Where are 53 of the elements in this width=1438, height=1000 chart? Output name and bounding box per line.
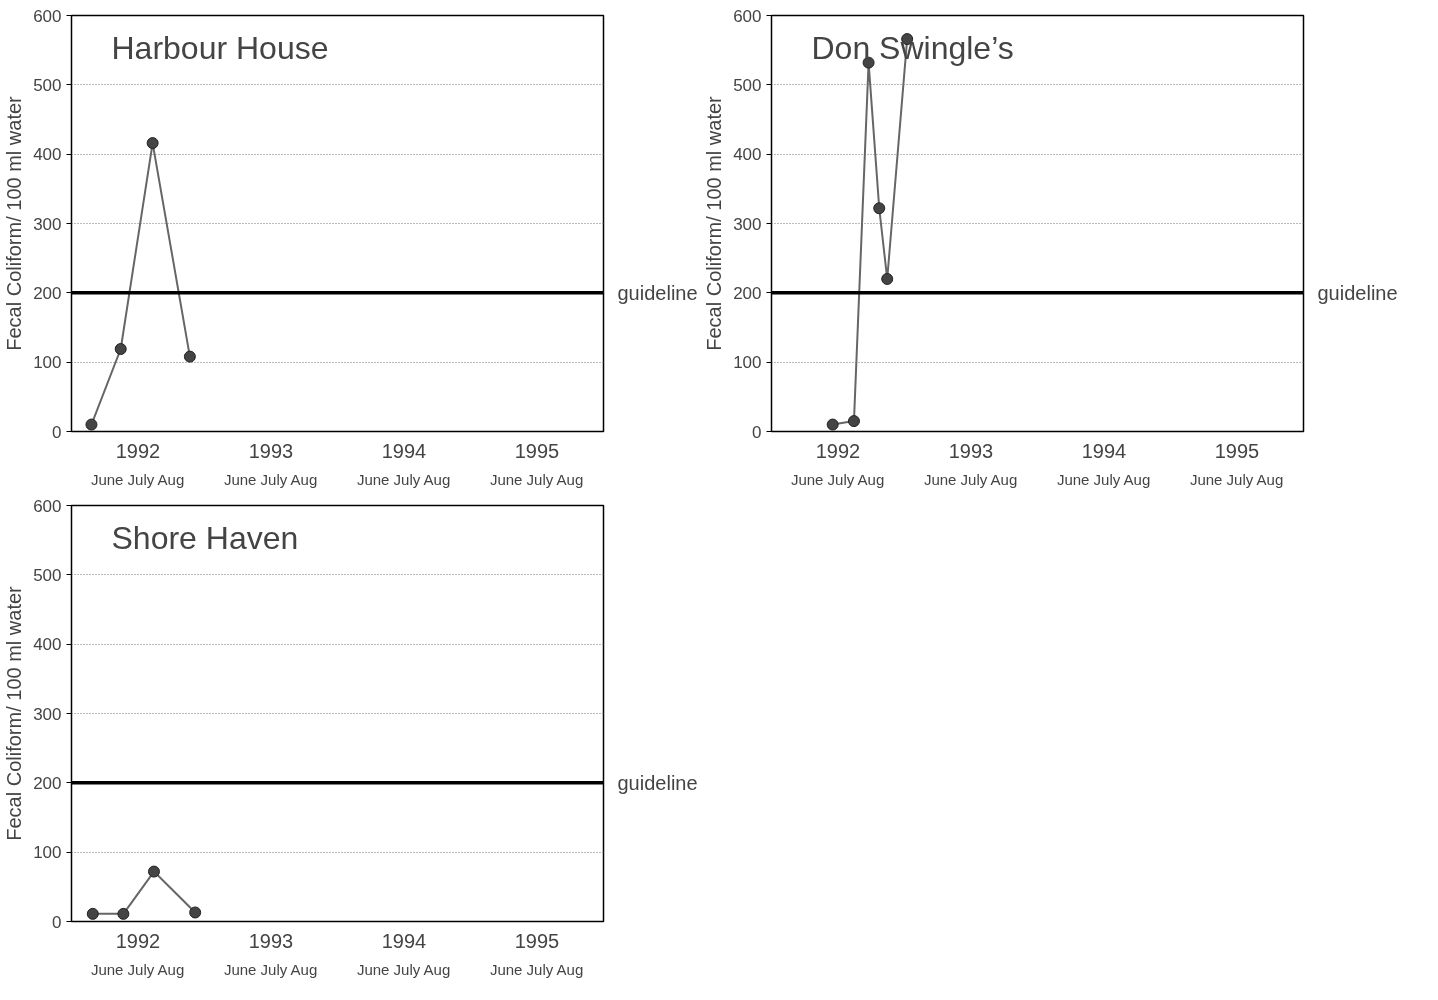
y-tick-label: 400 [33,635,62,655]
y-tick-label: 500 [33,565,62,585]
text: June July Aug [223,470,318,488]
y-tick-label: 100 [33,843,62,863]
y-tick-label: 600 [33,496,62,516]
text: Harbour House [111,29,329,66]
y-tick-label: 500 [733,75,762,95]
ref-line-label: guideline [1317,281,1398,304]
text: June July Aug [356,960,451,978]
y-tick-label: 600 [733,6,762,26]
text: June July Aug [356,470,451,488]
ref-line-label: guideline [617,771,698,794]
y-axis-title: Fecal Coliform/ 100 ml water [3,95,26,351]
x-tick-label: 1995 [1214,439,1260,462]
text: June July Aug [1056,470,1151,488]
y-tick-label: 0 [52,422,62,442]
y-tick-label: 100 [733,353,762,373]
text: June July Aug [90,960,185,978]
text: June July Aug [1189,470,1284,488]
x-tick-label: 1995 [514,929,560,952]
text: June July Aug [489,960,584,978]
text: June July Aug [923,470,1018,488]
y-tick-label: 400 [733,145,762,165]
y-axis-title: Fecal Coliform/ 100 ml water [703,95,726,351]
text: Shore Haven [111,519,299,556]
x-tick-label: 1992 [815,439,861,462]
y-tick-label: 0 [52,912,62,932]
y-tick-label: 200 [33,773,62,793]
x-tick-label: 1993 [248,439,294,462]
y-tick-label: 600 [33,6,62,26]
y-tick-label: 300 [733,214,762,234]
text: June July Aug [90,470,185,488]
x-tick-label: 1993 [948,439,994,462]
text: June July Aug [489,470,584,488]
y-tick-label: 100 [33,353,62,373]
y-tick-label: 300 [33,214,62,234]
ref-line-label: guideline [617,281,698,304]
x-tick-label: 1994 [381,929,427,952]
x-tick-label: 1993 [248,929,294,952]
y-tick-label: 200 [733,283,762,303]
x-tick-label: 1992 [115,929,161,952]
x-tick-label: 1995 [514,439,560,462]
y-tick-label: 0 [752,422,762,442]
y-axis-title: Fecal Coliform/ 100 ml water [3,585,26,841]
y-tick-label: 500 [33,75,62,95]
y-tick-label: 200 [33,283,62,303]
x-tick-label: 1992 [115,439,161,462]
text: June July Aug [790,470,885,488]
x-tick-label: 1994 [381,439,427,462]
y-tick-label: 400 [33,145,62,165]
text: June July Aug [223,960,318,978]
x-tick-label: 1994 [1081,439,1127,462]
y-tick-label: 300 [33,704,62,724]
